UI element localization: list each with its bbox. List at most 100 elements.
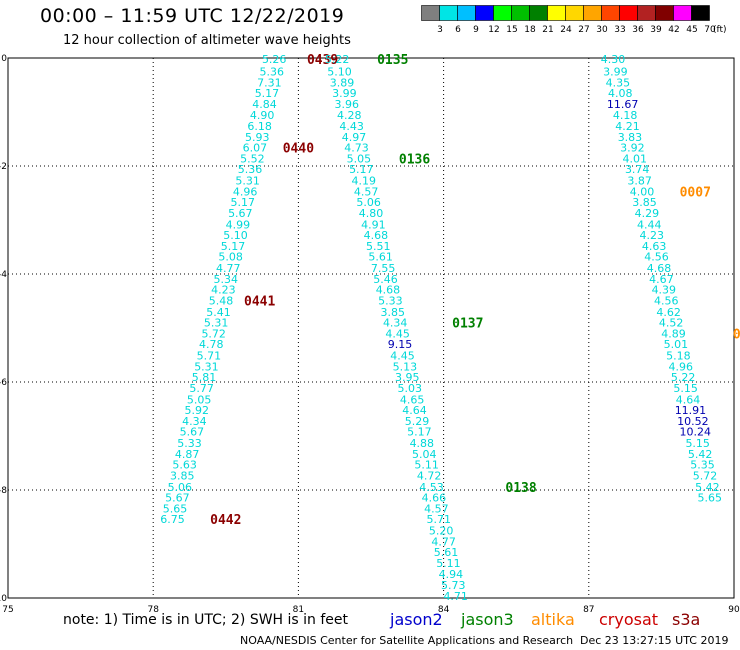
pass-number: 0138	[505, 481, 536, 496]
swh-value: 4.66	[422, 492, 447, 505]
swh-value: 11.91	[675, 404, 707, 417]
swh-value: 5.36	[238, 163, 263, 176]
swh-value: 4.21	[615, 120, 640, 133]
swh-value: 5.06	[356, 196, 381, 209]
swh-value: 4.01	[623, 152, 648, 165]
colorbar-label: 6	[455, 25, 461, 35]
pass-number: 0442	[210, 513, 241, 528]
swh-value: 5.65	[163, 502, 188, 515]
swh-value: 5.41	[206, 306, 231, 319]
swh-value: 5.17	[407, 426, 432, 439]
x-tick-label: 81	[293, 605, 304, 615]
y-tick-label: -6	[0, 378, 7, 388]
swh-value: 4.72	[417, 469, 442, 482]
swh-value: 3.87	[627, 175, 652, 188]
swh-value: 4.29	[635, 207, 660, 220]
swh-value: 5.42	[695, 481, 720, 494]
chart-title: 00:00 – 11:59 UTC 12/22/2019	[40, 5, 345, 27]
swh-value: 5.67	[228, 207, 253, 220]
swh-value: 4.62	[656, 306, 681, 319]
swh-value: 4.19	[351, 175, 376, 188]
colorbar-label: 30	[596, 25, 608, 35]
swh-value: 4.28	[337, 109, 362, 122]
swh-value: 5.11	[436, 557, 461, 570]
pass-number: 0136	[399, 152, 430, 167]
colorbar-label: 45	[686, 25, 697, 35]
swh-value: 5.11	[414, 459, 439, 472]
colorbar-unit: (ft)	[713, 25, 727, 35]
swh-value: 5.31	[235, 175, 260, 188]
colorbar-label: 70	[704, 25, 716, 35]
swh-value: 5.20	[429, 525, 454, 538]
swh-value: 5.61	[434, 546, 459, 559]
swh-value: 5.15	[685, 437, 710, 450]
swh-value: 4.77	[431, 535, 456, 548]
y-tick-label: -4	[0, 270, 7, 280]
swh-value: 3.83	[618, 131, 643, 144]
colorbar-label: 27	[578, 25, 589, 35]
pass-number: 0441	[244, 294, 275, 309]
colorbar-label: 9	[473, 25, 479, 35]
swh-value: 4.45	[385, 327, 410, 340]
swh-value: 4.08	[608, 87, 633, 100]
swh-value: 3.99	[603, 66, 628, 79]
x-tick-label: 84	[438, 605, 450, 615]
swh-value: 5.08	[218, 251, 243, 264]
swh-value: 5.13	[393, 360, 418, 373]
swh-value: 4.67	[649, 273, 674, 286]
swh-value: 5.17	[221, 240, 246, 253]
footer-note: note: 1) Time is in UTC; 2) SWH is in fe…	[63, 612, 349, 628]
swh-value: 3.85	[170, 469, 195, 482]
colorbar-label: 3	[437, 25, 443, 35]
swh-value: 4.56	[654, 294, 679, 307]
swh-value: 4.99	[226, 218, 251, 231]
swh-value: 4.77	[216, 262, 241, 275]
swh-value: 5.34	[214, 273, 239, 286]
swh-value: 4.23	[639, 229, 664, 242]
swh-value: 5.17	[349, 163, 374, 176]
swh-value: 5.65	[698, 492, 723, 505]
swh-value: 5.04	[412, 448, 437, 461]
swh-value: 4.39	[652, 284, 677, 297]
swh-value: 4.96	[233, 185, 258, 198]
swh-value: 5.26	[262, 53, 287, 66]
x-tick-label: 78	[147, 605, 159, 615]
legend-altika: altika	[531, 610, 575, 629]
swh-value: 5.73	[441, 579, 466, 592]
swh-value: 5.46	[373, 273, 398, 286]
swh-value: 4.43	[339, 120, 364, 133]
legend-cryosat: cryosat	[599, 610, 659, 629]
y-tick-label: -8	[0, 486, 7, 496]
swh-value: 4.96	[669, 360, 694, 373]
swh-value: 4.57	[424, 502, 449, 515]
swh-value: 4.35	[606, 76, 631, 89]
swh-value: 4.65	[400, 393, 425, 406]
pass-number: 0007	[680, 185, 711, 200]
pass-number: 0137	[452, 317, 483, 332]
swh-value: 4.44	[637, 218, 662, 231]
swh-value: 4.64	[676, 393, 701, 406]
swh-value: 4.87	[175, 448, 200, 461]
swh-value: 4.68	[376, 284, 401, 297]
swh-value: 5.33	[177, 437, 202, 450]
swh-value: 5.33	[378, 294, 403, 307]
swh-value: 10.52	[677, 415, 709, 428]
swh-value: 5.35	[690, 459, 715, 472]
pass-number: 0135	[377, 53, 408, 68]
swh-value: 5.61	[368, 251, 393, 264]
swh-value: 4.68	[364, 229, 389, 242]
swh-value: 5.67	[180, 426, 205, 439]
swh-value: 4.57	[354, 185, 379, 198]
swh-value: 11.67	[607, 98, 639, 111]
swh-value: 5.22	[671, 371, 696, 384]
colorbar-swatch	[691, 5, 710, 21]
swh-value: 5.72	[693, 469, 718, 482]
swh-value: 5.03	[397, 382, 422, 395]
swh-value: 5.42	[688, 448, 713, 461]
swh-value: 4.84	[252, 98, 277, 111]
x-tick-label: 75	[2, 605, 13, 615]
swh-value: 5.29	[405, 415, 430, 428]
swh-value: 4.56	[644, 251, 669, 264]
y-tick-label: -2	[0, 162, 7, 172]
swh-value: 5.06	[168, 481, 193, 494]
